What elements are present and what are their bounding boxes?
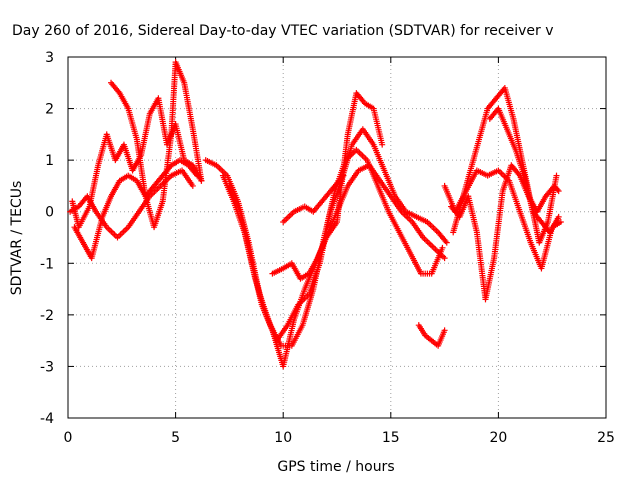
data-series: [280, 172, 347, 226]
y-tick-label: -4: [40, 411, 54, 427]
data-point: [379, 141, 386, 148]
data-point: [340, 172, 347, 179]
plot-frame: [67, 56, 607, 419]
data-series: [448, 162, 562, 303]
data-point: [553, 172, 560, 179]
x-tick-label: 5: [171, 430, 180, 446]
y-tick-label: 2: [45, 102, 54, 118]
x-axis-label: GPS time / hours: [277, 459, 394, 475]
x-tick-label: 0: [64, 430, 73, 446]
data-series: [269, 90, 386, 282]
data-points: [67, 59, 564, 370]
axis-ticks: 0 5 10 15 20 25 -4 -3 -2 -1 0 1 2 3: [40, 50, 615, 446]
data-series: [67, 167, 196, 241]
y-tick-label: 0: [45, 205, 54, 221]
chart-title: Day 260 of 2016, Sidereal Day-to-day VTE…: [12, 23, 554, 39]
y-tick-label: 1: [45, 153, 54, 169]
y-tick-label: -3: [40, 359, 54, 375]
data-point: [555, 213, 562, 220]
x-tick-label: 10: [274, 430, 292, 446]
data-point: [443, 239, 450, 246]
data-point: [557, 219, 564, 226]
data-point: [554, 186, 561, 193]
grid-lines: [68, 57, 606, 418]
y-tick-label: -1: [40, 256, 54, 272]
data-point: [189, 182, 196, 189]
y-tick-label: 3: [45, 50, 54, 66]
x-tick-label: 20: [489, 430, 507, 446]
x-tick-label: 25: [597, 430, 615, 446]
data-point: [194, 172, 201, 179]
data-series: [415, 322, 448, 349]
x-tick-label: 15: [382, 430, 400, 446]
data-series: [219, 126, 450, 344]
data-point: [555, 188, 562, 195]
y-axis-label: SDTVAR / TECUs: [9, 181, 25, 296]
data-point: [441, 327, 448, 334]
data-series: [486, 105, 562, 236]
data-point: [198, 177, 205, 184]
data-series: [71, 157, 201, 262]
data-point: [441, 255, 448, 262]
y-tick-label: -2: [40, 308, 54, 324]
data-point: [439, 244, 446, 251]
data-series: [108, 59, 205, 231]
